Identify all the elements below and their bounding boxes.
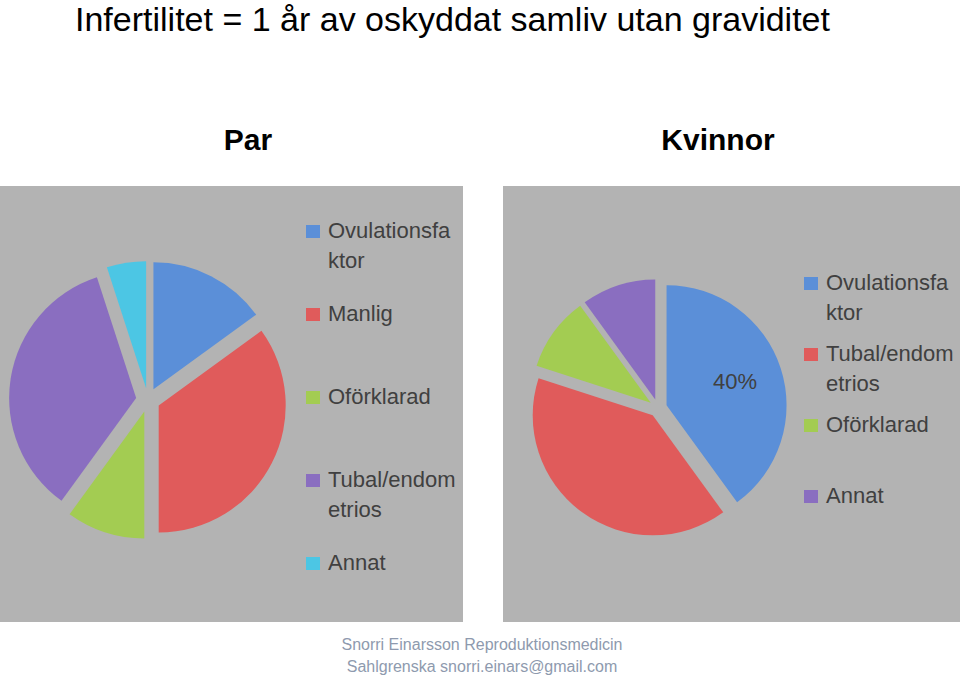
- legend-entry: Ovulationsfaktor: [306, 216, 456, 276]
- legend-label: Tubal/endometrios: [826, 341, 954, 396]
- legend-label: Ovulationsfaktor: [328, 218, 450, 273]
- legend-label: Annat: [826, 483, 884, 508]
- pie: 40%: [533, 279, 787, 535]
- pie-slice: [159, 331, 286, 533]
- legend-entry: Manlig: [306, 299, 456, 329]
- legend-entry: Ovulationsfaktor: [804, 268, 954, 328]
- legend-swatch: [804, 419, 818, 432]
- pie-slice: [585, 279, 656, 399]
- legend-swatch: [306, 225, 320, 238]
- legend-label: Annat: [328, 550, 386, 575]
- legend-swatch: [804, 490, 818, 503]
- plot-panel: [503, 186, 960, 622]
- legend-label: Manlig: [328, 301, 393, 326]
- page-title: Infertilitet = 1 år av oskyddat samliv u…: [75, 0, 831, 38]
- legend-entry: Annat: [804, 481, 954, 511]
- legend-swatch: [306, 308, 320, 321]
- legend-entry: Tubal/endometrios: [306, 465, 456, 525]
- plot-panel: [0, 186, 463, 622]
- legend-entry: Tubal/endometrios: [804, 339, 954, 399]
- data-label: 40%: [713, 369, 757, 394]
- legend-entry: Oförklarad: [306, 382, 456, 412]
- legend-swatch: [306, 391, 320, 404]
- chart-title: Kvinnor: [661, 123, 775, 156]
- pie-slice: [107, 261, 146, 388]
- legend-label: Ovulationsfaktor: [826, 270, 948, 325]
- legend-swatch: [804, 277, 818, 290]
- pie-slice: [533, 378, 724, 535]
- legend-swatch: [306, 557, 320, 570]
- legend-swatch: [804, 348, 818, 361]
- legend-swatch: [306, 474, 320, 487]
- legend-label: Oförklarad: [826, 412, 929, 437]
- legend-label: Oförklarad: [328, 384, 431, 409]
- pie-slice: [9, 277, 136, 501]
- legend-label: Tubal/endometrios: [328, 467, 456, 522]
- footer-text: Snorri Einarsson Reproduktionsmedicin: [341, 636, 622, 653]
- footer-text: Sahlgrenska snorri.einars@gmail.com: [347, 658, 618, 675]
- pie: [9, 261, 286, 538]
- chart-title: Par: [224, 123, 273, 156]
- legend-entry: Oförklarad: [804, 410, 954, 440]
- canvas: Infertilitet = 1 år av oskyddat samliv u…: [0, 0, 960, 676]
- legend-entry: Annat: [306, 548, 456, 578]
